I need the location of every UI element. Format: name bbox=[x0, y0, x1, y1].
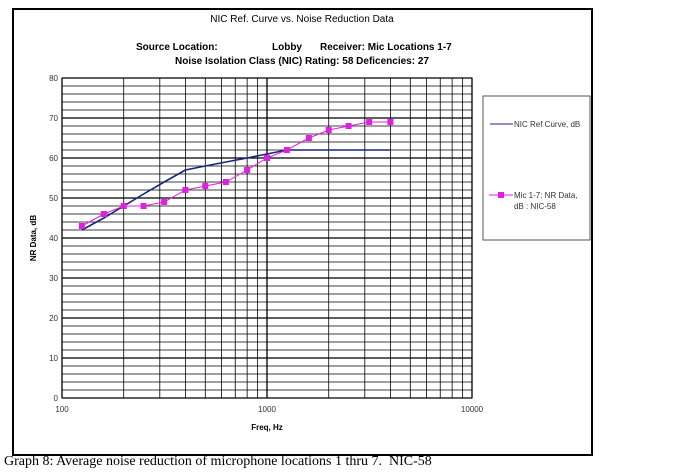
x-tick-label: 1000 bbox=[258, 405, 276, 414]
data-point bbox=[264, 155, 270, 161]
y-tick-label: 20 bbox=[49, 314, 58, 323]
y-axis-label: NR Data, dB bbox=[29, 215, 38, 261]
data-point bbox=[120, 203, 127, 209]
series-line-nic-ref bbox=[81, 149, 391, 231]
data-point bbox=[78, 223, 85, 229]
data-point bbox=[182, 187, 189, 193]
y-tick-label: 60 bbox=[49, 154, 58, 163]
legend-marker-nr-data bbox=[498, 192, 504, 198]
source-value: Lobby bbox=[272, 42, 302, 53]
data-point bbox=[305, 135, 312, 141]
x-axis-label: Freq, Hz bbox=[251, 423, 283, 432]
data-point bbox=[202, 183, 209, 189]
series-line-nr-data bbox=[81, 121, 391, 227]
legend-label-nr-data-line2: dB : NIC-58 bbox=[514, 202, 556, 211]
data-point bbox=[366, 119, 373, 125]
x-tick-label: 10000 bbox=[461, 405, 484, 414]
y-tick-label: 70 bbox=[49, 114, 58, 123]
receiver-label: Receiver: Mic Locations 1-7 bbox=[320, 42, 452, 53]
data-point bbox=[345, 123, 352, 129]
chart-title: NIC Ref. Curve vs. Noise Reduction Data bbox=[210, 14, 394, 25]
data-point bbox=[283, 147, 290, 153]
data-point bbox=[161, 199, 168, 205]
y-tick-label: 40 bbox=[49, 234, 58, 243]
nic-rating: Noise Isolation Class (NIC) Rating: 58 D… bbox=[175, 56, 429, 67]
legend-label-nr-data-line1: Mic 1-7: NR Data, bbox=[514, 191, 578, 200]
figure-caption: Graph 8: Average noise reduction of micr… bbox=[4, 454, 432, 469]
y-tick-label: 50 bbox=[49, 194, 58, 203]
y-tick-label: 80 bbox=[49, 74, 58, 83]
legend-label-nic-ref: NIC Ref Curve, dB bbox=[514, 120, 580, 129]
source-label: Source Location: bbox=[136, 42, 218, 53]
x-tick-label: 100 bbox=[55, 405, 69, 414]
data-point bbox=[222, 179, 229, 185]
legend bbox=[482, 95, 591, 241]
data-point bbox=[325, 127, 332, 133]
data-point bbox=[100, 211, 107, 217]
data-point bbox=[140, 203, 147, 209]
data-point bbox=[244, 167, 251, 173]
y-tick-label: 10 bbox=[49, 354, 58, 363]
data-point bbox=[387, 119, 394, 125]
y-tick-label: 0 bbox=[54, 394, 59, 403]
plot-area bbox=[61, 77, 473, 399]
y-tick-label: 30 bbox=[49, 274, 58, 283]
